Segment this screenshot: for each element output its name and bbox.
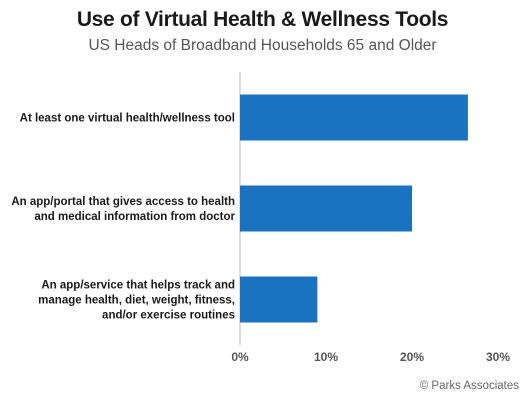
category-label-line: and/or exercise routines [102,310,235,322]
x-tick-label: 0% [231,350,249,364]
category-label-line: and medical information from doctor [34,211,235,223]
bar [240,94,468,141]
category-label-line: An app/portal that gives access to healt… [11,196,235,208]
category-label: An app/service that helps track and manag… [38,280,235,322]
category-label: An app/portal that gives access to healt… [11,196,235,223]
bar [240,276,318,323]
x-tick-label: 30% [486,350,510,364]
category-label-line: At least one virtual health/wellness too… [20,113,235,125]
x-tick-label: 20% [400,350,424,364]
category-label-line: An app/service that helps track and [41,280,235,292]
copyright-credit: © Parks Associates [419,380,519,392]
chart-subtitle: US Heads of Broadband Households 65 and … [88,37,437,54]
chart-title: Use of Virtual Health & Wellness Tools [76,8,449,31]
category-label-line: manage health, diet, weight, fitness, [38,295,235,307]
category-label: At least one virtual health/wellness too… [20,113,235,125]
x-tick-label: 10% [314,350,338,364]
bar [240,185,412,232]
